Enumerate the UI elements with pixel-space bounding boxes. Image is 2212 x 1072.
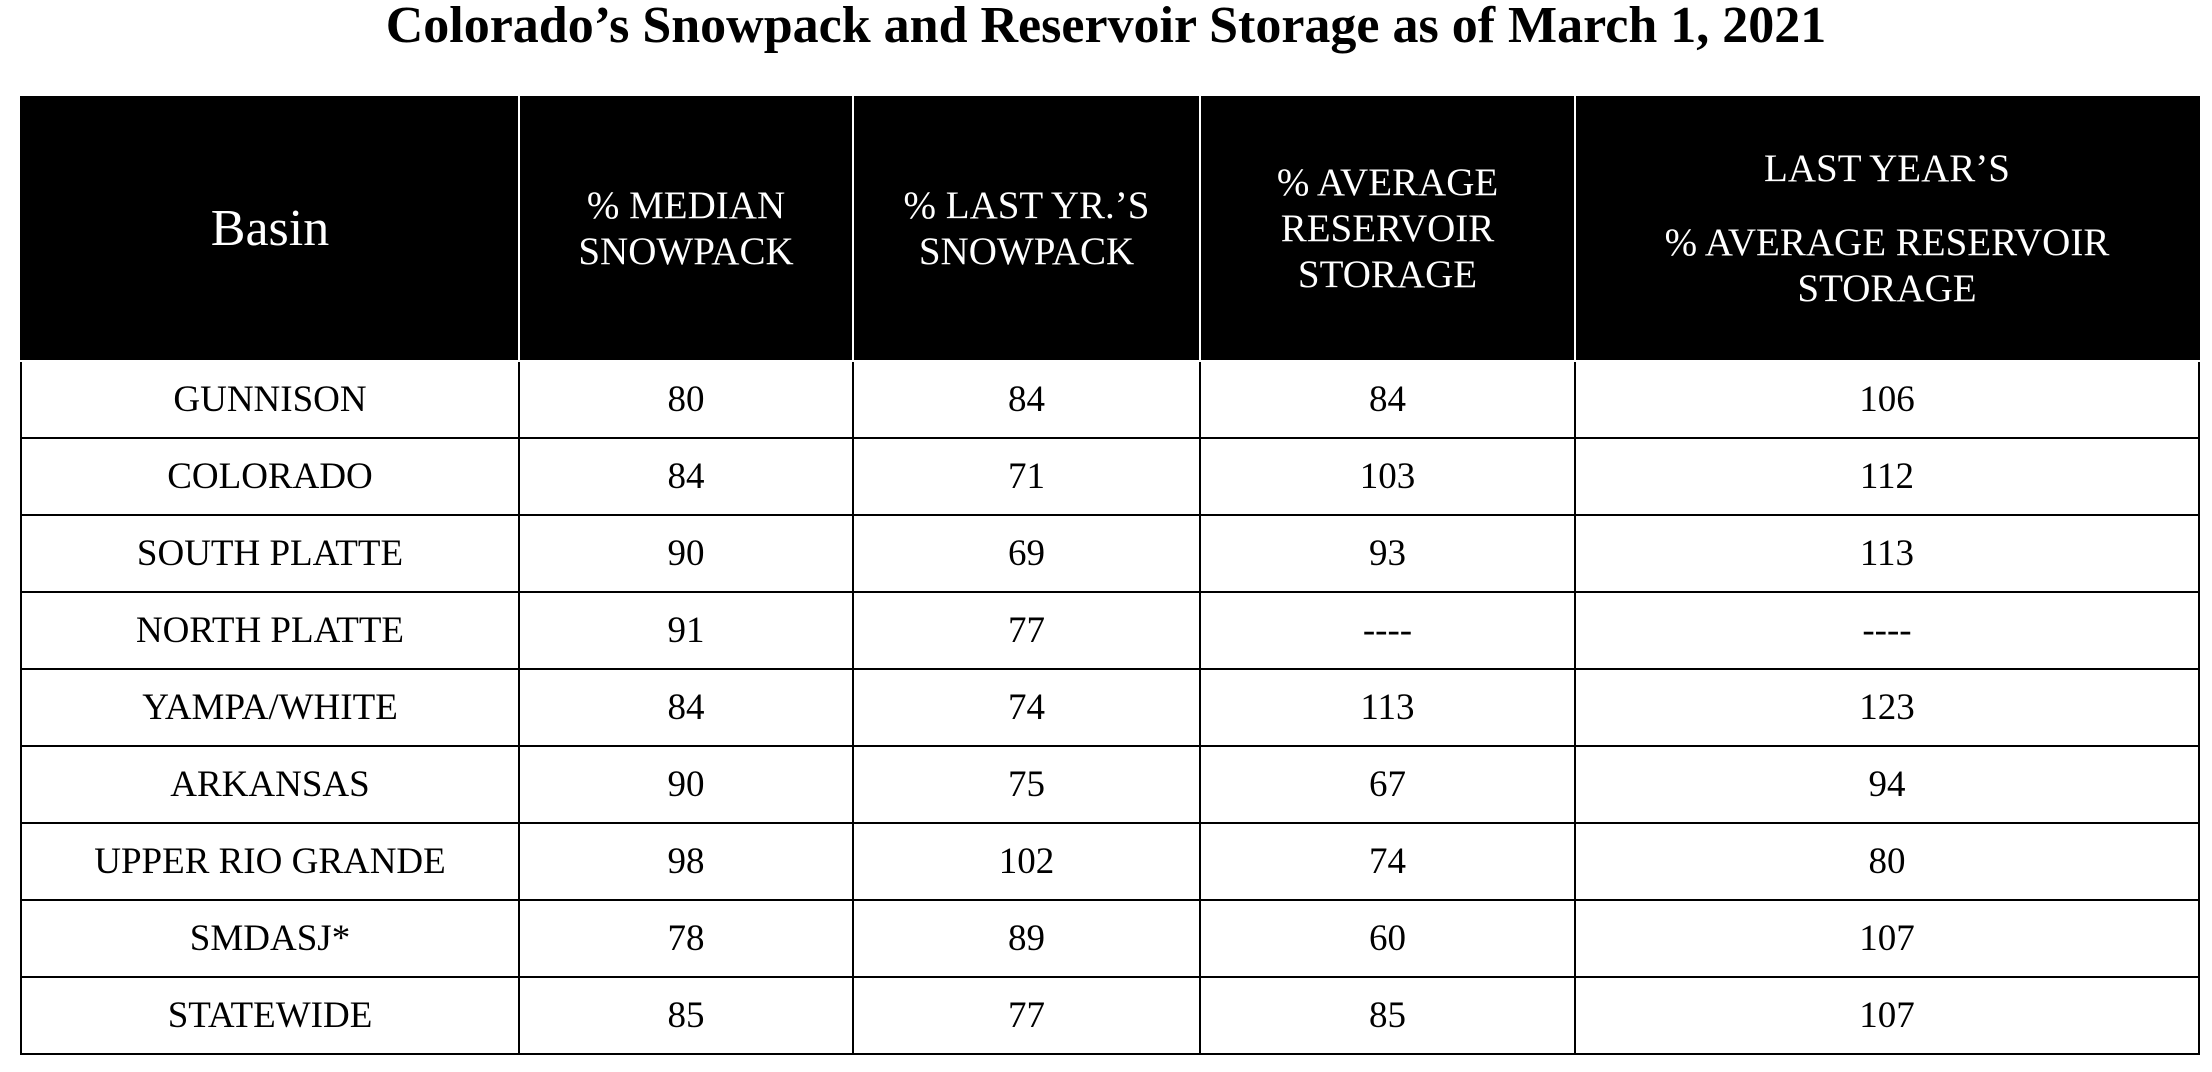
value-cell: 89	[852, 899, 1201, 978]
value-cell: 90	[518, 514, 854, 593]
value-cell: 91	[518, 591, 854, 670]
value-cell: 80	[518, 360, 854, 439]
header-text: RESERVOIR	[1280, 207, 1495, 250]
table-row: SOUTH PLATTE 90 69 93 113	[20, 514, 2200, 593]
value-cell: 84	[852, 360, 1201, 439]
value-cell: 75	[852, 745, 1201, 824]
value-cell: 112	[1574, 437, 2200, 516]
header-median-snowpack: % MEDIAN SNOWPACK	[518, 96, 854, 362]
basin-cell: SOUTH PLATTE	[20, 514, 520, 593]
value-cell: 74	[852, 668, 1201, 747]
header-text: SNOWPACK	[918, 230, 1135, 273]
value-cell: 77	[852, 591, 1201, 670]
header-text: STORAGE	[1797, 267, 1977, 310]
value-cell: 84	[518, 668, 854, 747]
basin-cell: NORTH PLATTE	[20, 591, 520, 670]
header-text: SNOWPACK	[578, 230, 794, 273]
header-average-reservoir-storage: % AVERAGE RESERVOIR STORAGE	[1199, 96, 1576, 362]
header-last-year-reservoir-storage: LAST YEAR’S % AVERAGE RESERVOIR STORAGE	[1574, 96, 2200, 362]
table-row: SMDASJ* 78 89 60 107	[20, 899, 2200, 978]
value-cell: ----	[1199, 591, 1576, 670]
value-cell: 106	[1574, 360, 2200, 439]
value-cell: 71	[852, 437, 1201, 516]
header-text: Basin	[210, 200, 330, 257]
snowpack-table: Basin % MEDIAN SNOWPACK % LAST YR.’S SNO…	[20, 96, 2200, 1055]
table-row: GUNNISON 80 84 84 106	[20, 360, 2200, 439]
table-row: NORTH PLATTE 91 77 ---- ----	[20, 591, 2200, 670]
basin-cell: COLORADO	[20, 437, 520, 516]
basin-cell: STATEWIDE	[20, 976, 520, 1055]
value-cell: 113	[1574, 514, 2200, 593]
value-cell: 85	[1199, 976, 1576, 1055]
basin-cell: ARKANSAS	[20, 745, 520, 824]
value-cell: 123	[1574, 668, 2200, 747]
header-basin: Basin	[20, 96, 520, 362]
value-cell: 90	[518, 745, 854, 824]
basin-cell: YAMPA/WHITE	[20, 668, 520, 747]
value-cell: 74	[1199, 822, 1576, 901]
value-cell: 69	[852, 514, 1201, 593]
value-cell: 107	[1574, 899, 2200, 978]
value-cell: 84	[518, 437, 854, 516]
header-text: % AVERAGE	[1276, 161, 1499, 204]
value-cell: 102	[852, 822, 1201, 901]
header-last-year-snowpack: % LAST YR.’S SNOWPACK	[852, 96, 1201, 362]
value-cell: 107	[1574, 976, 2200, 1055]
value-cell: 94	[1574, 745, 2200, 824]
table-row: YAMPA/WHITE 84 74 113 123	[20, 668, 2200, 747]
value-cell: 103	[1199, 437, 1576, 516]
header-text: % AVERAGE RESERVOIR	[1664, 221, 2110, 264]
basin-cell: SMDASJ*	[20, 899, 520, 978]
page-title: Colorado’s Snowpack and Reservoir Storag…	[385, 0, 1827, 54]
value-cell: ----	[1574, 591, 2200, 670]
header-row: Basin % MEDIAN SNOWPACK % LAST YR.’S SNO…	[20, 96, 2200, 362]
header-text: LAST YEAR’S	[1764, 147, 2010, 190]
value-cell: 78	[518, 899, 854, 978]
value-cell: 84	[1199, 360, 1576, 439]
table-row: UPPER RIO GRANDE 98 102 74 80	[20, 822, 2200, 901]
table-row: COLORADO 84 71 103 112	[20, 437, 2200, 516]
basin-cell: UPPER RIO GRANDE	[20, 822, 520, 901]
value-cell: 67	[1199, 745, 1576, 824]
value-cell: 113	[1199, 668, 1576, 747]
value-cell: 77	[852, 976, 1201, 1055]
value-cell: 80	[1574, 822, 2200, 901]
table-row: STATEWIDE 85 77 85 107	[20, 976, 2200, 1055]
value-cell: 98	[518, 822, 854, 901]
header-text: % MEDIAN	[586, 184, 786, 227]
header-text: STORAGE	[1297, 253, 1478, 296]
header-text: % LAST YR.’S	[903, 184, 1150, 227]
table-row: ARKANSAS 90 75 67 94	[20, 745, 2200, 824]
basin-cell: GUNNISON	[20, 360, 520, 439]
value-cell: 85	[518, 976, 854, 1055]
value-cell: 60	[1199, 899, 1576, 978]
value-cell: 93	[1199, 514, 1576, 593]
